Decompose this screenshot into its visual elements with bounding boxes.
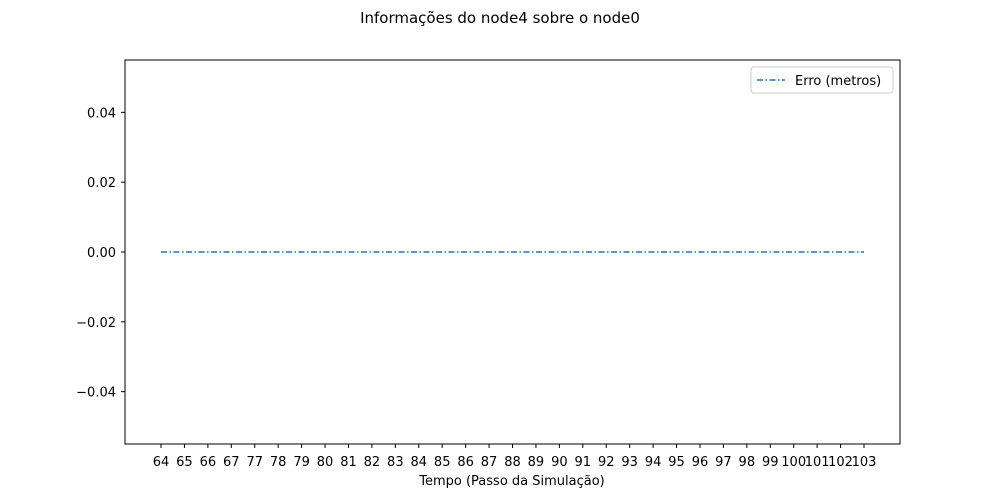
- x-tick-label: 85: [434, 455, 451, 470]
- x-tick-label: 66: [200, 455, 217, 470]
- x-tick-label: 82: [364, 455, 381, 470]
- x-axis: 64 65 66 67 77 78 79 80 81 82 83 84 85 86 87 88 89 90 91 92…: [153, 444, 877, 470]
- x-tick-label: 97: [715, 455, 732, 470]
- x-tick-label: 87: [481, 455, 498, 470]
- x-tick-label: 67: [223, 455, 240, 470]
- x-tick-label: 65: [176, 455, 193, 470]
- x-tick-label: 81: [340, 455, 357, 470]
- x-tick-label: 83: [387, 455, 404, 470]
- y-tick-label: 0.00: [87, 246, 116, 261]
- legend-label: Erro (metros): [795, 74, 881, 89]
- x-tick-label: 80: [317, 455, 334, 470]
- x-tick-label: 64: [153, 455, 170, 470]
- x-tick-label: 103: [852, 455, 877, 470]
- x-tick-label: 91: [575, 455, 592, 470]
- x-tick-label: 100: [781, 455, 806, 470]
- x-tick-label: 86: [457, 455, 474, 470]
- legend: Erro (metros): [750, 66, 894, 94]
- y-tick-label: −0.04: [76, 386, 116, 401]
- x-tick-label: 89: [528, 455, 545, 470]
- x-tick-label: 90: [551, 455, 568, 470]
- x-tick-label: 95: [668, 455, 685, 470]
- y-tick-label: 0.02: [87, 176, 116, 191]
- y-tick-label: 0.04: [87, 106, 116, 121]
- x-tick-label: 96: [692, 455, 709, 470]
- x-tick-label: 99: [762, 455, 779, 470]
- x-tick-label: 78: [270, 455, 287, 470]
- y-tick-label: −0.02: [76, 316, 116, 331]
- x-tick-label: 101: [805, 455, 830, 470]
- x-tick-label: 93: [621, 455, 638, 470]
- x-tick-label: 98: [739, 455, 756, 470]
- x-tick-label: 88: [504, 455, 521, 470]
- x-tick-label: 102: [828, 455, 853, 470]
- y-axis: 0.04 0.02 0.00 −0.02 −0.04: [76, 106, 125, 401]
- x-tick-label: 84: [410, 455, 427, 470]
- x-tick-label: 77: [246, 455, 263, 470]
- x-axis-label: Tempo (Passo da Simulação): [418, 474, 605, 489]
- legend-frame: [750, 66, 894, 94]
- x-tick-label: 79: [293, 455, 310, 470]
- x-tick-label: 92: [598, 455, 615, 470]
- x-tick-label: 94: [645, 455, 662, 470]
- chart-title: Informações do node4 sobre o node0: [360, 9, 640, 27]
